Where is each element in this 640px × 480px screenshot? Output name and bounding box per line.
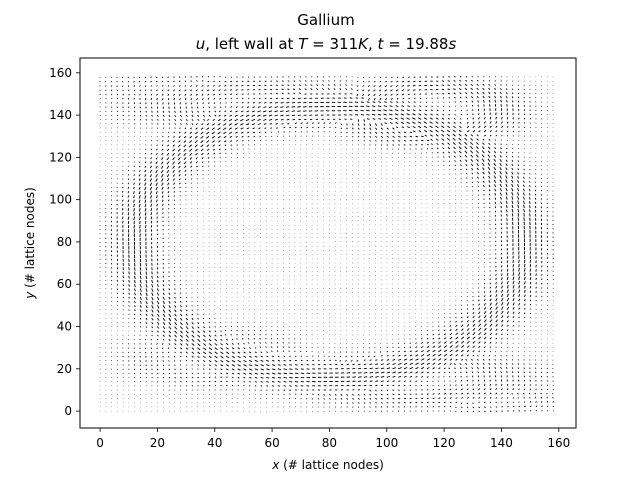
x-tick-label: 40 (207, 436, 222, 450)
y-tick-label: 0 (64, 404, 72, 418)
x-tick-label: 80 (322, 436, 337, 450)
chart-subtitle: u, left wall at T = 311K, t = 19.88s (196, 35, 457, 53)
x-tick-label: 20 (150, 436, 165, 450)
y-tick-label: 80 (57, 235, 72, 249)
quiver-arrow-field (99, 76, 555, 413)
x-tick-label: 60 (264, 436, 279, 450)
y-tick-label: 120 (49, 150, 72, 164)
axes-frame (79, 57, 577, 429)
x-tick-label: 100 (375, 436, 398, 450)
chart-title: Gallium (297, 11, 354, 29)
x-tick-label: 0 (96, 436, 104, 450)
y-tick-label: 20 (57, 362, 72, 376)
x-tick-label: 160 (547, 436, 570, 450)
velocity-arrows (99, 76, 555, 413)
y-tick-label: 100 (49, 193, 72, 207)
y-tick-label: 60 (57, 277, 72, 291)
y-axis-label: y (# lattice nodes) (23, 187, 37, 300)
y-tick-label: 140 (49, 108, 72, 122)
plot-area (79, 57, 577, 429)
y-axis-ticks: 0 20 40 60 80 100 120 140 160 (49, 66, 80, 418)
y-tick-label: 160 (49, 66, 72, 80)
x-axis-ticks: 0 20 40 60 80 100 120 140 160 (96, 428, 570, 450)
x-axis-label: x (# lattice nodes) (271, 458, 384, 472)
x-tick-label: 120 (433, 436, 456, 450)
y-tick-label: 40 (57, 320, 72, 334)
x-tick-label: 140 (490, 436, 513, 450)
